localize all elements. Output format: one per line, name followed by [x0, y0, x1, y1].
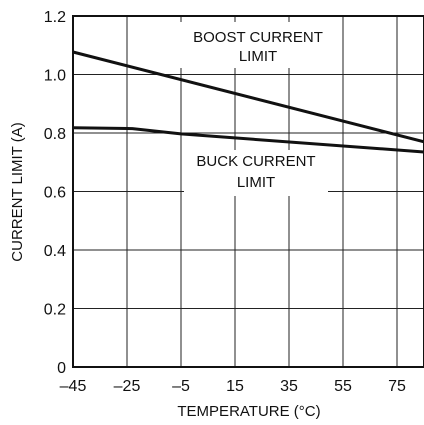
y-axis-label: CURRENT LIMIT (A)	[9, 122, 26, 261]
x-tick-label: 55	[334, 378, 352, 395]
x-tick-label: –5	[172, 378, 190, 395]
buck-current-line	[72, 126, 424, 154]
x-tick-label: 75	[388, 378, 406, 395]
y-tick-label: 0	[57, 360, 66, 377]
y-tick-label: 0.4	[44, 243, 66, 260]
y-tick-label: 1.0	[44, 68, 66, 85]
buck-label: BUCK CURRENT LIMIT	[184, 150, 328, 196]
y-tick-label: 0.8	[44, 126, 66, 143]
x-tick-label: –45	[60, 378, 87, 395]
y-tick-label: 0.2	[44, 302, 66, 319]
buck-label-line-2: LIMIT	[237, 174, 275, 191]
boost-label-line-1: BOOST CURRENT	[193, 29, 323, 46]
x-tick-label: 15	[226, 378, 244, 395]
boost-current-line	[72, 50, 424, 144]
plot-frame	[72, 15, 424, 368]
boost-label: BOOST CURRENT LIMIT	[180, 22, 336, 68]
series-lines	[72, 50, 424, 154]
y-tick-label: 0.6	[44, 185, 66, 202]
boost-label-line-2: LIMIT	[239, 48, 277, 65]
x-tick-label: –25	[114, 378, 141, 395]
y-tick-label: 1.2	[44, 9, 66, 26]
x-axis-label: TEMPERATURE (°C)	[177, 403, 320, 420]
tick-labels: –45 –25 –5 15 35 55 75 0 0.2 0.4 0.6 0.8 1.0 1.2	[44, 9, 406, 395]
x-tick-label: 35	[280, 378, 298, 395]
buck-label-line-1: BUCK CURRENT	[196, 153, 315, 170]
